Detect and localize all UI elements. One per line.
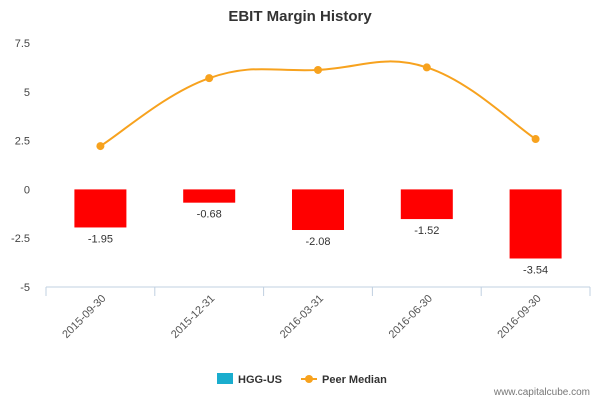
- bar: [183, 189, 236, 203]
- peer-median-point: [422, 63, 431, 72]
- x-tick-label: 2015-09-30: [60, 293, 108, 341]
- bar-data-label: -1.52: [414, 225, 439, 237]
- legend-label-hgg-us: HGG-US: [238, 374, 282, 386]
- bar-data-label: -0.68: [197, 209, 222, 221]
- y-tick-label: 0: [24, 184, 30, 196]
- x-tick-label: 2015-12-31: [169, 293, 217, 341]
- x-tick-label: 2016-06-30: [387, 293, 435, 341]
- bar: [74, 189, 127, 228]
- legend-label-peer-median: Peer Median: [322, 374, 387, 386]
- line-series-peer-median: [96, 60, 540, 151]
- legend[interactable]: HGG-US Peer Median: [217, 373, 387, 386]
- bar-data-labels: -1.95 -0.68 -2.08 -1.52 -3.54: [88, 209, 548, 277]
- bar: [292, 189, 344, 231]
- y-axis-ticks: 7.5 5 2.5 0 -2.5 -5: [11, 38, 30, 294]
- x-axis: 2015-09-30 2015-12-31 2016-03-31 2016-06-30…: [45, 286, 591, 341]
- peer-median-line: [99, 60, 537, 147]
- legend-swatch-hgg-us: [217, 373, 233, 384]
- credit-text[interactable]: www.capitalcube.com: [493, 387, 590, 398]
- chart-title: EBIT Margin History: [228, 8, 372, 25]
- x-tick-label: 2016-03-31: [278, 293, 326, 341]
- peer-median-point: [314, 65, 322, 74]
- y-tick-label: 2.5: [15, 136, 30, 148]
- y-tick-label: 5: [24, 87, 30, 99]
- bar-data-label: -3.54: [523, 265, 548, 277]
- bar-series-hgg-us: [74, 189, 562, 259]
- peer-median-point: [531, 135, 540, 144]
- bar-data-label: -1.95: [88, 233, 113, 245]
- peer-median-point: [96, 142, 105, 151]
- y-tick-label: 7.5: [15, 38, 30, 50]
- x-tick-label: 2016-09-30: [495, 293, 543, 341]
- peer-median-point: [205, 74, 214, 83]
- bar: [509, 189, 562, 259]
- legend-marker-peer-median: [305, 375, 313, 383]
- y-tick-label: -5: [20, 282, 30, 294]
- bar-data-label: -2.08: [305, 236, 330, 248]
- y-tick-label: -2.5: [11, 233, 30, 245]
- bar: [400, 189, 453, 220]
